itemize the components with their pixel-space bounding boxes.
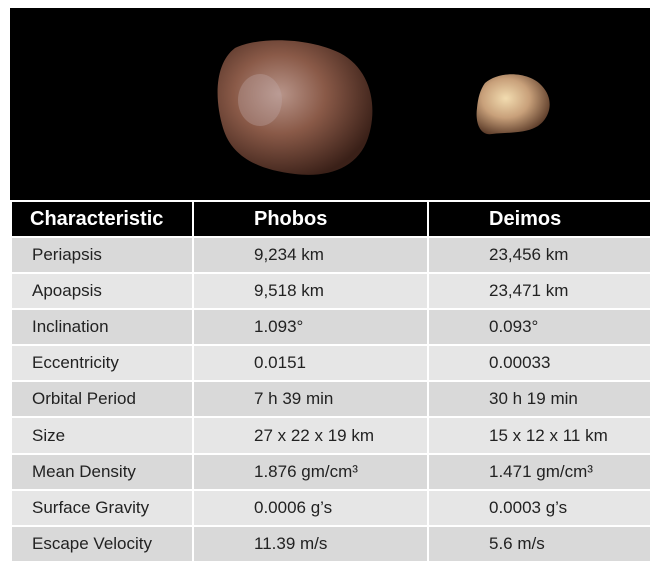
value-cell: 0.0151 bbox=[192, 344, 429, 383]
header-row: Characteristic Phobos Deimos bbox=[10, 200, 652, 238]
table-row: Periapsis 9,234 km 23,456 km bbox=[10, 235, 652, 275]
value-cell: 9,518 km bbox=[192, 272, 429, 311]
table-row: Apoapsis 9,518 km 23,471 km bbox=[10, 272, 652, 311]
value-cell: 23,471 km bbox=[427, 272, 652, 311]
table-row: Orbital Period 7 h 39 min 30 h 19 min bbox=[10, 380, 652, 419]
header-cell: Phobos bbox=[192, 200, 429, 238]
table-row: Inclination 1.093° 0.093° bbox=[10, 308, 652, 347]
value-cell: 15 x 12 x 11 km bbox=[427, 416, 652, 455]
value-cell: 1.876 gm/cm³ bbox=[192, 452, 429, 491]
label-cell: Apoapsis bbox=[10, 272, 194, 311]
label-cell: Orbital Period bbox=[10, 380, 194, 419]
table-body: Periapsis 9,234 km 23,456 km Apoapsis 9,518 … bbox=[10, 235, 652, 563]
phobos-crater bbox=[238, 74, 282, 126]
label-cell: Surface Gravity bbox=[10, 488, 194, 527]
moons-table: Characteristic Phobos Deimos Periapsis 9,23… bbox=[10, 200, 652, 563]
table-row: Mean Density 1.876 gm/cm³ 1.471 gm/cm³ bbox=[10, 452, 652, 491]
table-row: Eccentricity 0.0151 0.00033 bbox=[10, 344, 652, 383]
value-cell: 7 h 39 min bbox=[192, 380, 429, 419]
label-cell: Size bbox=[10, 416, 194, 455]
value-cell: 30 h 19 min bbox=[427, 380, 652, 419]
table-row: Size 27 x 22 x 19 km 15 x 12 x 11 km bbox=[10, 416, 652, 455]
label-cell: Inclination bbox=[10, 308, 194, 347]
value-cell: 23,456 km bbox=[427, 235, 652, 275]
value-cell: 11.39 m/s bbox=[192, 524, 429, 563]
label-cell: Escape Velocity bbox=[10, 524, 194, 563]
table-row: Escape Velocity 11.39 m/s 5.6 m/s bbox=[10, 524, 652, 563]
value-cell: 1.471 gm/cm³ bbox=[427, 452, 652, 491]
deimos bbox=[476, 74, 550, 135]
moons-photo bbox=[10, 8, 650, 200]
value-cell: 27 x 22 x 19 km bbox=[192, 416, 429, 455]
value-cell: 0.00033 bbox=[427, 344, 652, 383]
phobos bbox=[217, 40, 373, 175]
value-cell: 5.6 m/s bbox=[427, 524, 652, 563]
value-cell: 0.093° bbox=[427, 308, 652, 347]
value-cell: 0.0003 g’s bbox=[427, 488, 652, 527]
table-row: Surface Gravity 0.0006 g’s 0.0003 g’s bbox=[10, 488, 652, 527]
header-cell: Characteristic bbox=[10, 200, 194, 238]
value-cell: 9,234 km bbox=[192, 235, 429, 275]
value-cell: 1.093° bbox=[192, 308, 429, 347]
label-cell: Periapsis bbox=[10, 235, 194, 275]
value-cell: 0.0006 g’s bbox=[192, 488, 429, 527]
label-cell: Mean Density bbox=[10, 452, 194, 491]
header-cell: Deimos bbox=[427, 200, 652, 238]
label-cell: Eccentricity bbox=[10, 344, 194, 383]
